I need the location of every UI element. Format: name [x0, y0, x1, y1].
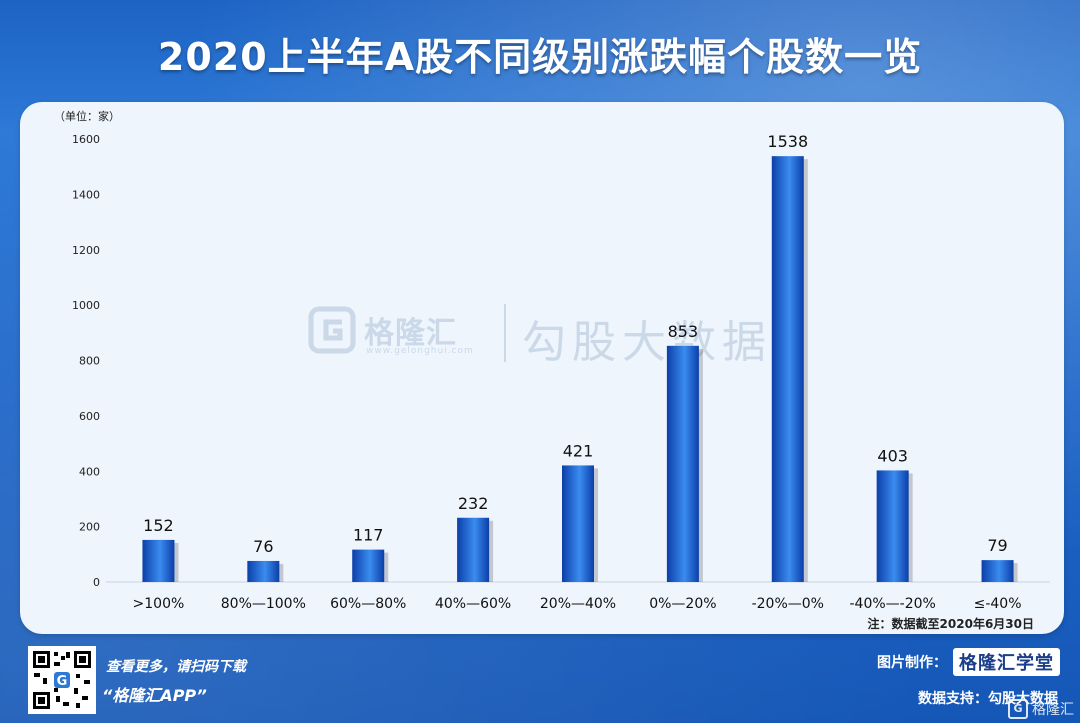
watermark-url: www.gelonghui.com — [366, 346, 474, 356]
y-tick-label: 1600 — [72, 133, 100, 146]
watermark: 格隆汇 www.gelonghui.com 勾股大数据 — [308, 300, 788, 380]
x-tick-label: ≤-40% — [974, 596, 1022, 612]
corner-brand: 格隆汇 — [1032, 702, 1074, 718]
data-label: 232 — [458, 494, 489, 513]
y-tick-label: 400 — [79, 465, 100, 478]
y-tick-label: 1400 — [72, 188, 100, 201]
watermark-sub: 勾股大数据 — [522, 317, 772, 368]
y-tick-label: 200 — [79, 521, 100, 534]
scan-hint: 查看更多，请扫码下载 — [106, 659, 246, 675]
data-label: 152 — [143, 516, 174, 535]
bar — [771, 156, 804, 582]
bar — [457, 517, 490, 582]
x-tick-label: 20%—40% — [540, 596, 616, 612]
maker-credit: 图片制作： 格隆汇学堂 — [877, 648, 1060, 676]
watermark-separator — [504, 304, 506, 362]
qr-code-icon[interactable]: G — [28, 646, 96, 714]
x-tick-label: 80%—100% — [221, 596, 306, 612]
app-name: “格隆汇APP” — [102, 686, 207, 705]
corner-watermark: G 格隆汇 — [1008, 699, 1074, 719]
y-tick-label: 600 — [79, 410, 100, 423]
unit-label: （单位：家） — [54, 110, 120, 123]
data-label: 79 — [987, 536, 1007, 555]
bar-chart: 0 200 400 600 800 1000 1200 1400 1600 152 >100% 76 8… — [72, 132, 1050, 612]
data-label: 421 — [563, 441, 594, 460]
gelonghui-logo-icon — [308, 306, 356, 354]
y-tick-label: 0 — [93, 576, 100, 589]
data-label: 1538 — [767, 132, 808, 151]
data-support-credit: 数据支持：勾股大数据 — [918, 691, 1058, 707]
y-tick-label: 1000 — [72, 299, 100, 312]
x-tick-label: 60%—80% — [330, 596, 406, 612]
svg-text:G: G — [57, 674, 68, 689]
bar — [562, 465, 594, 582]
x-tick-label: -40%—-20% — [849, 596, 935, 612]
page-title: 2020上半年A股不同级别涨跌幅个股数一览 — [157, 35, 923, 79]
gelonghui-corner-icon: G — [1008, 699, 1028, 719]
bar — [666, 345, 699, 582]
bar — [981, 560, 1014, 582]
bar — [876, 470, 909, 582]
footer-download: G 查看更多，请扫码下载 “格隆汇APP” — [28, 646, 328, 714]
y-tick-label: 1200 — [72, 244, 100, 257]
maker-label: 图片制作： — [877, 655, 947, 671]
data-label: 76 — [253, 537, 273, 556]
bar — [142, 539, 175, 582]
x-tick-label: -20%—0% — [752, 596, 824, 612]
bar — [352, 549, 385, 582]
x-tick-label: >100% — [133, 596, 185, 612]
y-tick-label: 800 — [79, 355, 100, 368]
bar — [247, 560, 280, 582]
data-label: 403 — [877, 446, 908, 465]
chart-panel: （单位：家） 格隆汇 www.gelonghui.com 勾股大数据 0 200 4… — [20, 102, 1064, 634]
data-label: 853 — [668, 322, 699, 341]
data-note: 注：数据截至2020年6月30日 — [867, 617, 1034, 631]
maker-badge: 格隆汇学堂 — [953, 648, 1060, 676]
x-tick-label: 0%—20% — [649, 596, 716, 612]
watermark-brand: 格隆汇 — [364, 316, 457, 351]
data-label: 117 — [353, 526, 384, 545]
x-tick-label: 40%—60% — [435, 596, 511, 612]
